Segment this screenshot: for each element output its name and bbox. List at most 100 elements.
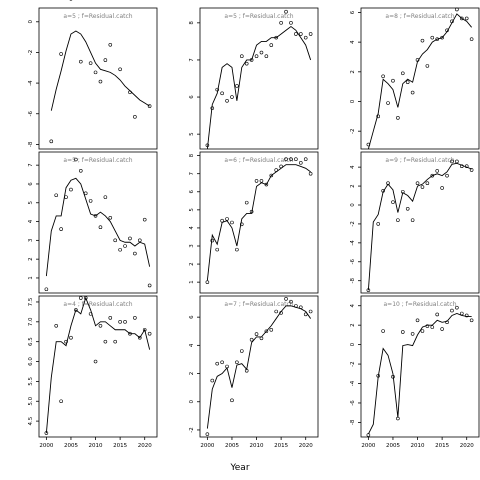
data-point [88, 199, 93, 203]
data-point [54, 323, 59, 328]
y-tick-label: 3 [189, 244, 195, 248]
x-tick-label: 2005 [386, 443, 400, 449]
y-tick-label: 7 [189, 171, 195, 175]
data-point [294, 32, 298, 36]
data-point [215, 87, 220, 92]
y-tick-label: 0 [350, 99, 356, 103]
data-point [137, 335, 142, 340]
x-axis-label: Year [229, 463, 249, 473]
data-point [381, 74, 385, 79]
data-point [128, 90, 132, 95]
data-point [279, 164, 283, 169]
y-tick-label: 4 [350, 40, 356, 44]
fit-line [45, 296, 151, 434]
data-point [244, 368, 249, 373]
y-tick-label: -8 [28, 141, 34, 147]
data-point [113, 238, 118, 243]
data-point [376, 373, 381, 378]
data-point [450, 159, 454, 164]
data-point [308, 171, 313, 176]
fit-line [50, 30, 150, 111]
x-tick-label: 2010 [89, 443, 103, 449]
data-point [455, 7, 459, 12]
data-point [235, 360, 239, 365]
y-tick-label: 0 [350, 203, 356, 207]
data-point [430, 173, 435, 178]
data-point [396, 416, 400, 421]
data-point [269, 173, 274, 178]
data-point [254, 179, 259, 183]
data-point [239, 349, 244, 353]
data-point [284, 9, 288, 14]
panel-1: a=5 ; f=Residual.catch 0 -2 -4 -6 -8 [28, 0, 158, 150]
y-tick-label: -2 [350, 128, 356, 133]
x-tick-label: 2010 [411, 443, 425, 449]
panel-8: a=7 ; f=Residual.catch 6 4 2 0 -2 2000 2005 2010… [189, 295, 319, 449]
panel-frame [360, 151, 480, 294]
data-point [464, 164, 469, 168]
x-tick-label: 2000 [200, 443, 214, 449]
data-point [269, 328, 274, 332]
y-tick-label: 2 [350, 70, 356, 74]
data-point [459, 311, 464, 316]
panel-7: a=4 ; f=Residual.catch 7.5 7.0 6.5 6.0 5.5 5.0… [28, 295, 158, 449]
data-point [225, 98, 229, 103]
data-point [366, 142, 371, 147]
y-tick-label: -4 [28, 80, 34, 86]
data-point [381, 329, 385, 333]
data-point [59, 399, 63, 404]
data-point [128, 236, 132, 241]
data-point [298, 161, 303, 165]
data-point [410, 90, 415, 95]
data-point [400, 189, 405, 194]
panel-frame [199, 7, 319, 150]
y-tick-label: 6 [189, 315, 195, 319]
y-tick-label: -4 [350, 240, 356, 246]
data-point [435, 312, 440, 317]
data-point [420, 38, 425, 43]
y-tick-label: 4 [350, 165, 356, 169]
data-point [289, 157, 293, 162]
fit-line [367, 313, 472, 435]
panel-title: a=5 ; f=Residual.catch [224, 13, 293, 20]
data-point [98, 79, 103, 84]
data-point [391, 200, 395, 204]
data-point [308, 32, 313, 36]
data-point [118, 67, 122, 72]
data-point [440, 35, 444, 40]
data-point [264, 329, 269, 334]
data-point [430, 325, 435, 329]
panel-frame [199, 295, 319, 438]
panel-title: a=6 ; f=Residual.catch [224, 157, 293, 164]
y-tick-label: -6 [28, 111, 34, 117]
data-point [386, 101, 390, 105]
x-tick-label: 2020 [138, 443, 152, 449]
data-point [210, 238, 215, 243]
data-point [249, 337, 254, 342]
y-tick-label: 6 [189, 190, 195, 194]
y-tick-label: 5 [28, 201, 34, 205]
y-tick-label: 3 [28, 238, 34, 242]
data-point [279, 311, 283, 315]
data-point [410, 218, 415, 222]
data-point [88, 61, 93, 65]
y-tick-label: 6.0 [28, 357, 34, 366]
data-point [391, 374, 395, 379]
data-point [445, 173, 449, 178]
data-point [244, 61, 249, 66]
data-point [264, 54, 269, 59]
data-point [259, 336, 264, 341]
data-point [93, 359, 98, 364]
x-tick-label: 2020 [460, 443, 474, 449]
panel-3: a=8 ; f=Residual.catch 6 4 2 0 -2 [350, 7, 480, 150]
data-point [298, 32, 303, 36]
data-point [284, 297, 288, 301]
data-point [235, 247, 239, 252]
data-point [259, 50, 264, 55]
data-point [435, 37, 440, 41]
panel-2: a=5 ; f=Residual.catch 8 7 6 5 [189, 7, 319, 150]
data-point [88, 312, 93, 316]
data-point [220, 360, 224, 365]
data-point [49, 139, 54, 144]
y-tick-label: 7.0 [28, 317, 34, 326]
